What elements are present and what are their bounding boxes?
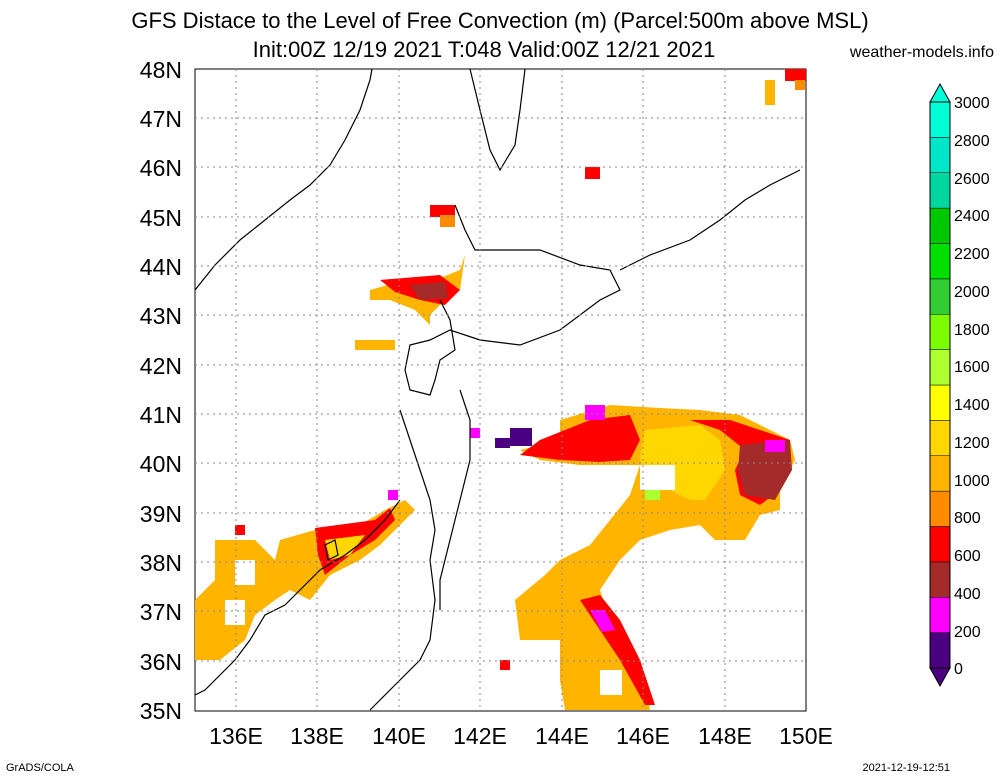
lon-label: 136E [209, 723, 263, 749]
colorbar-label: 2400 [954, 208, 990, 225]
lat-label: 47N [140, 106, 182, 132]
coastline-honshu [369, 409, 436, 711]
colorbar-label: 1600 [954, 359, 990, 376]
colorbar-label: 600 [954, 548, 981, 565]
colorbar-segment [929, 526, 951, 563]
longitude-labels: 136E 138E 140E 142E 144E 146E 148E 150E [209, 723, 833, 749]
colorbar-segment [929, 101, 951, 138]
lon-label: 146E [616, 723, 670, 749]
colorbar-segment [929, 490, 951, 527]
field-pacific-large [515, 405, 795, 710]
lat-label: 40N [140, 451, 182, 477]
colorbar-segment [929, 243, 951, 280]
colorbar-segment [929, 420, 951, 456]
colorbar-label: 200 [954, 624, 981, 641]
colorbar-labels: 3000 2800 2600 2400 2200 2000 1800 1600 … [954, 95, 990, 678]
footer-timestamp: 2021-12-19-12:51 [862, 762, 950, 774]
lon-label: 140E [372, 723, 426, 749]
colorbar-segment [929, 314, 951, 350]
field-south-blank [600, 670, 622, 695]
lon-label: 138E [290, 723, 344, 749]
lat-label: 38N [140, 550, 182, 576]
lat-label: 37N [140, 599, 182, 625]
colorbar-segment [929, 207, 951, 244]
coastline-asia [195, 69, 373, 291]
latitude-labels: 48N 47N 46N 45N 44N 43N 42N 41N 40N 39N … [140, 57, 182, 724]
lat-label: 43N [140, 303, 182, 329]
lat-label: 39N [140, 501, 182, 527]
lat-label: 45N [140, 205, 182, 231]
lon-label: 148E [698, 723, 752, 749]
coastline-honshu-west [195, 499, 401, 696]
colorbar-label: 2200 [954, 246, 990, 263]
coastline-sakhalin [469, 69, 526, 172]
field-south-magenta [590, 610, 615, 632]
field-pacific-green [645, 490, 660, 500]
colorbar-segment [929, 561, 951, 598]
field-pacific-red [520, 415, 640, 462]
field-pacific-brown [738, 440, 792, 500]
footer-software-credit: GrADS/COLA [6, 762, 74, 774]
coastline-sado [324, 539, 339, 561]
field-pacific-blank [640, 465, 675, 490]
field-hokkaido-brown [410, 282, 448, 300]
lat-label: 46N [140, 155, 182, 181]
coastline-kurils [619, 169, 801, 271]
colorbar-segment [929, 597, 951, 633]
lon-label: 144E [535, 723, 589, 749]
lon-label: 150E [779, 723, 833, 749]
map-subtitle-valid-time: Init:00Z 12/19 2021 T:048 Valid:00Z 12/2… [252, 37, 716, 62]
colorbar-segment [929, 137, 951, 173]
colorbar-segment [929, 172, 951, 209]
colorbar-segment [929, 632, 951, 669]
colorbar-top-arrow [929, 82, 951, 103]
colorbar-label: 0 [954, 661, 963, 678]
lon-label: 142E [453, 723, 507, 749]
colorbar-segment [929, 278, 951, 315]
lat-label: 36N [140, 649, 182, 675]
colorbar-label: 3000 [954, 95, 990, 112]
colorbar-segment [929, 384, 951, 421]
colorbar-label: 1000 [954, 473, 990, 490]
colorbar-label: 800 [954, 510, 981, 527]
colorbar-label: 1800 [954, 322, 990, 339]
coastline-honshu-east [439, 389, 471, 610]
colorbar-label: 2600 [954, 171, 990, 188]
lat-label: 48N [140, 57, 182, 83]
plot-frame [194, 68, 807, 712]
field-purple-patch [510, 428, 532, 446]
source-credit: weather-models.info [849, 44, 994, 61]
lat-label: 35N [140, 698, 182, 724]
colorbar [929, 82, 951, 688]
colorbar-label: 1200 [954, 435, 990, 452]
lat-label: 41N [140, 402, 182, 428]
field-rishiri [430, 205, 455, 217]
colorbar-label: 1400 [954, 397, 990, 414]
map-title: GFS Distace to the Level of Free Convect… [131, 8, 869, 33]
colorbar-label: 2800 [954, 133, 990, 150]
colorbar-label: 2000 [954, 284, 990, 301]
colorbar-label: 400 [954, 586, 981, 603]
colorbar-segment [929, 349, 951, 386]
lat-label: 44N [140, 254, 182, 280]
lat-label: 42N [140, 353, 182, 379]
grid-lines [195, 69, 806, 711]
colorbar-segments [929, 101, 951, 669]
colorbar-bottom-arrow [929, 667, 951, 688]
colorbar-segment [929, 455, 951, 492]
